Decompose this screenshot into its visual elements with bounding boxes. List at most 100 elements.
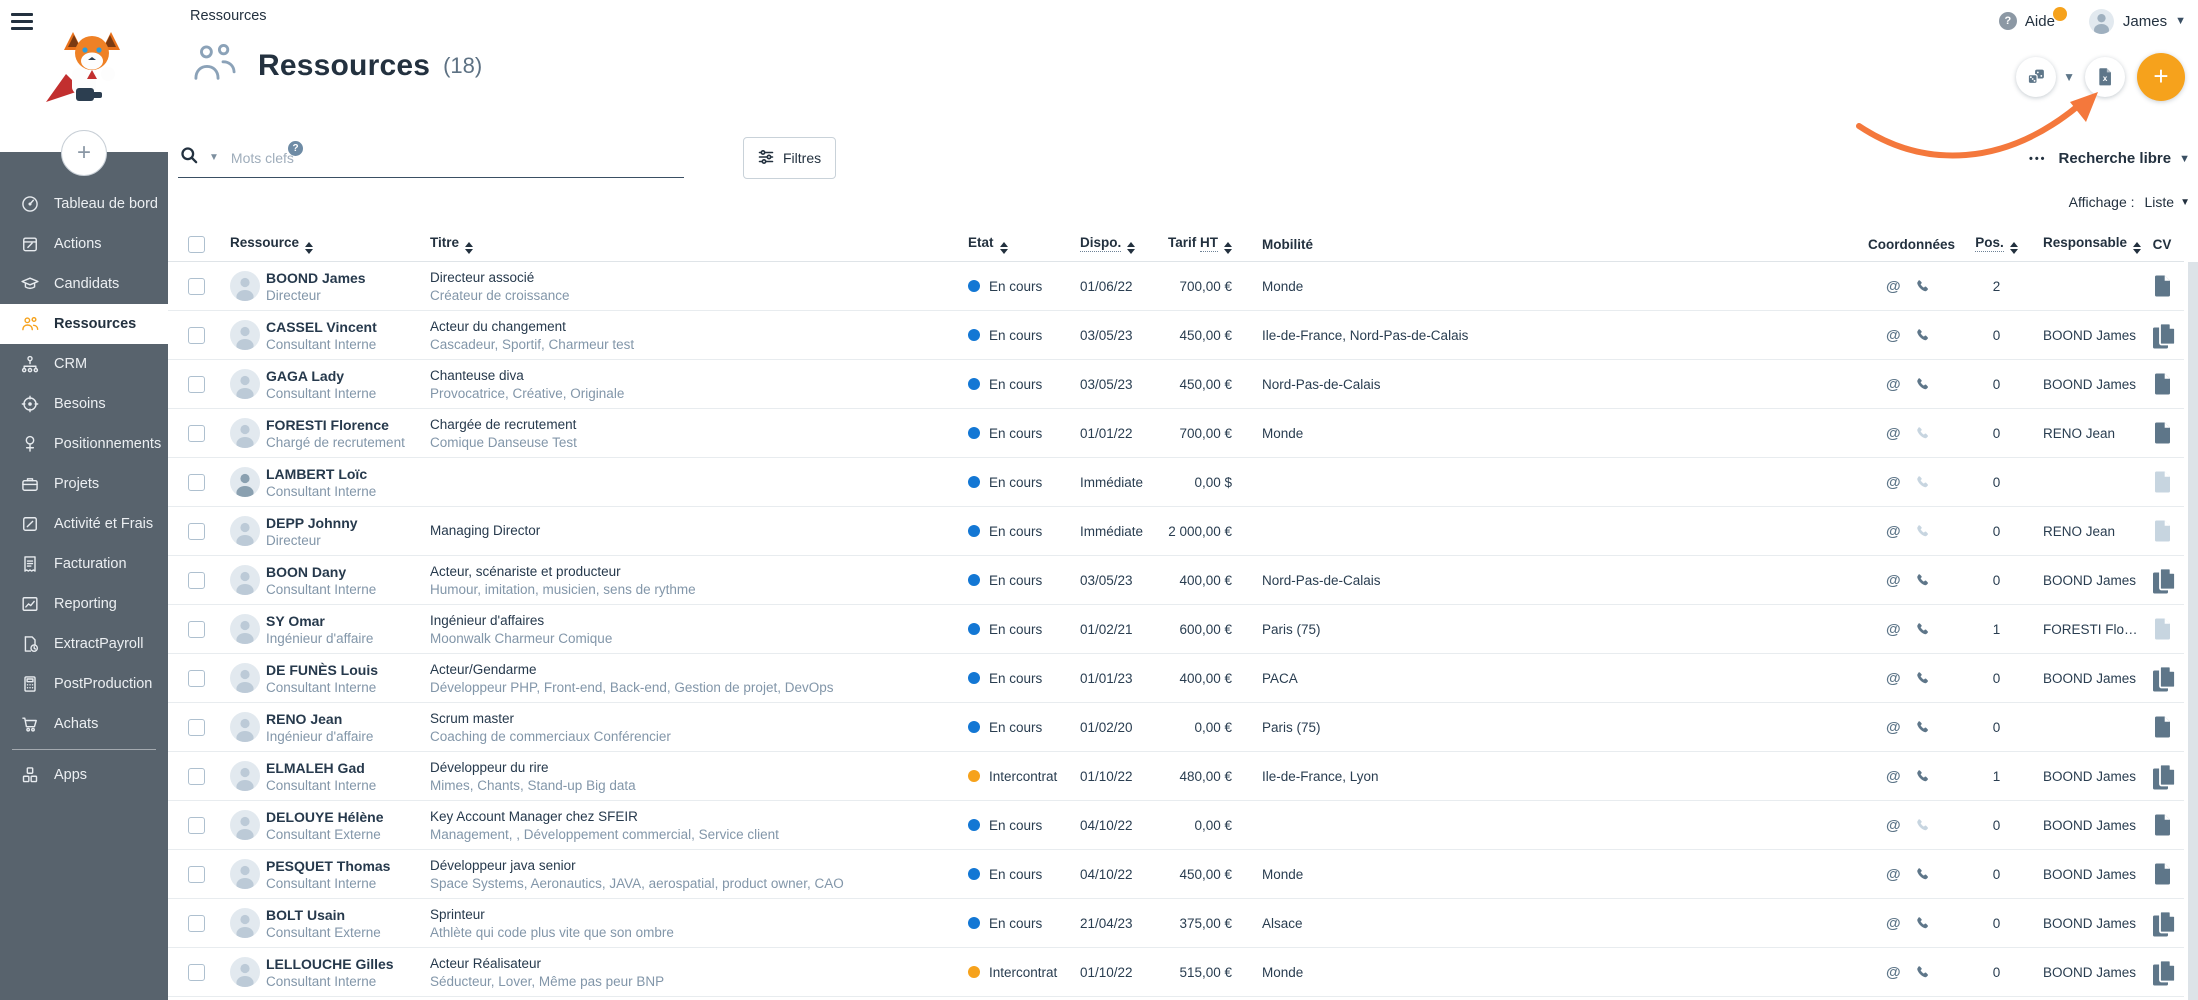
cv-document-icon[interactable] — [2151, 861, 2174, 887]
resource-name[interactable]: BOLT Usain — [266, 906, 346, 923]
cv-document-icon[interactable] — [2149, 321, 2176, 349]
resource-name[interactable]: RENO Jean — [266, 710, 343, 727]
email-icon[interactable]: @ — [1886, 865, 1901, 883]
table-row[interactable]: LAMBERT Loïc Consultant Interne En cours… — [168, 458, 2184, 507]
user-menu-caret-icon[interactable]: ▼ — [2175, 15, 2186, 27]
email-icon[interactable]: @ — [1886, 816, 1901, 834]
user-avatar[interactable] — [2088, 8, 2114, 34]
sidebar-item-ressources[interactable]: Ressources — [0, 304, 168, 344]
resource-name[interactable]: GAGA Lady — [266, 367, 345, 384]
column-header-tarif[interactable]: Tarif HT — [1150, 235, 1232, 254]
email-icon[interactable]: @ — [1886, 375, 1901, 393]
row-checkbox[interactable] — [188, 914, 205, 932]
email-icon[interactable]: @ — [1886, 326, 1901, 344]
email-icon[interactable]: @ — [1886, 620, 1901, 638]
display-caret-icon[interactable]: ▼ — [2180, 196, 2190, 208]
sidebar-item-actions[interactable]: Actions — [0, 224, 168, 264]
cv-document-icon[interactable] — [2151, 714, 2174, 740]
add-resource-button[interactable]: + — [2137, 53, 2185, 101]
phone-icon[interactable] — [1914, 866, 1931, 883]
email-icon[interactable]: @ — [1886, 473, 1901, 491]
search-scope-caret-icon[interactable]: ▼ — [209, 152, 219, 163]
column-header-pos[interactable]: Pos. — [1950, 235, 2043, 254]
row-checkbox[interactable] — [188, 767, 205, 785]
table-row[interactable]: RENO Jean Ingénieur d'affaire Scrum mast… — [168, 703, 2184, 752]
dice-button[interactable] — [2016, 57, 2057, 97]
column-header-responsable[interactable]: Responsable — [2043, 235, 2142, 254]
resource-name[interactable]: PESQUET Thomas — [266, 857, 391, 874]
resource-name[interactable]: BOOND James — [266, 269, 366, 286]
table-row[interactable]: ELMALEH Gad Consultant Interne Développe… — [168, 752, 2184, 801]
cv-document-icon[interactable] — [2151, 420, 2174, 446]
phone-icon[interactable] — [1914, 670, 1931, 687]
phone-icon[interactable] — [1914, 523, 1931, 540]
email-icon[interactable]: @ — [1886, 424, 1901, 442]
resource-name[interactable]: DE FUNÈS Louis — [266, 661, 379, 678]
email-icon[interactable]: @ — [1886, 277, 1901, 295]
column-header-titre[interactable]: Titre — [430, 235, 968, 254]
table-row[interactable]: LELLOUCHE Gilles Consultant Interne Acte… — [168, 948, 2184, 997]
table-row[interactable]: DEPP Johnny Directeur Managing Director … — [168, 507, 2184, 556]
phone-icon[interactable] — [1914, 915, 1931, 932]
resource-name[interactable]: DELOUYE Hélène — [266, 808, 384, 825]
row-checkbox[interactable] — [188, 620, 205, 638]
row-checkbox[interactable] — [188, 424, 205, 442]
row-checkbox[interactable] — [188, 571, 205, 589]
table-row[interactable]: GAGA Lady Consultant Interne Chanteuse d… — [168, 360, 2184, 409]
phone-icon[interactable] — [1914, 425, 1931, 442]
help-label[interactable]: Aide — [2024, 12, 2055, 30]
cv-document-icon[interactable] — [2149, 664, 2176, 692]
sidebar-item-reporting[interactable]: Reporting — [0, 584, 168, 624]
cv-document-icon[interactable] — [2151, 812, 2174, 838]
email-icon[interactable]: @ — [1886, 718, 1901, 736]
sidebar-item-extractpayroll[interactable]: ExtractPayroll — [0, 624, 168, 664]
vertical-scrollbar[interactable] — [2188, 262, 2198, 1000]
display-value[interactable]: Liste — [2144, 194, 2175, 210]
cv-document-icon[interactable] — [2151, 616, 2174, 642]
sidebar-item-postproduction[interactable]: PostProduction — [0, 664, 168, 704]
sidebar-item-candidats[interactable]: Candidats — [0, 264, 168, 304]
select-all-checkbox[interactable] — [188, 236, 205, 253]
export-excel-button[interactable]: x — [2085, 57, 2125, 97]
email-icon[interactable]: @ — [1886, 571, 1901, 589]
sidebar-item-achats[interactable]: Achats — [0, 704, 168, 744]
email-icon[interactable]: @ — [1886, 914, 1901, 932]
resource-name[interactable]: DEPP Johnny — [266, 514, 358, 531]
table-row[interactable]: CASSEL Vincent Consultant Interne Acteur… — [168, 311, 2184, 360]
dice-menu-caret-icon[interactable]: ▼ — [2063, 70, 2075, 84]
resource-name[interactable]: LAMBERT Loïc — [266, 465, 368, 482]
resource-name[interactable]: ELMALEH Gad — [266, 759, 365, 776]
table-row[interactable]: SY Omar Ingénieur d'affaire Ingénieur d'… — [168, 605, 2184, 654]
menu-toggle-icon[interactable] — [11, 13, 33, 30]
table-row[interactable]: DELOUYE Hélène Consultant Externe Key Ac… — [168, 801, 2184, 850]
phone-icon[interactable] — [1914, 768, 1931, 785]
row-checkbox[interactable] — [188, 375, 205, 393]
cv-document-icon[interactable] — [2151, 469, 2174, 495]
table-row[interactable]: BOLT Usain Consultant Externe Sprinteur … — [168, 899, 2184, 948]
row-checkbox[interactable] — [188, 669, 205, 687]
search-input[interactable] — [230, 149, 531, 166]
resource-name[interactable]: FORESTI Florence — [266, 416, 389, 433]
phone-icon[interactable] — [1914, 376, 1931, 393]
phone-icon[interactable] — [1914, 817, 1931, 834]
table-row[interactable]: BOOND James Directeur Directeur associé … — [168, 262, 2184, 311]
table-row[interactable]: DE FUNÈS Louis Consultant Interne Acteur… — [168, 654, 2184, 703]
free-search[interactable]: ••• Recherche libre ▼ — [2029, 150, 2190, 167]
cv-document-icon[interactable] — [2151, 273, 2174, 299]
resource-name[interactable]: LELLOUCHE Gilles — [266, 955, 394, 972]
row-checkbox[interactable] — [188, 865, 205, 883]
phone-icon[interactable] — [1914, 278, 1931, 295]
filters-button[interactable]: Filtres — [743, 137, 837, 179]
user-name[interactable]: James — [2122, 12, 2168, 30]
cv-document-icon[interactable] — [2149, 909, 2176, 937]
email-icon[interactable]: @ — [1886, 522, 1901, 540]
sidebar-item-activit-et-frais[interactable]: Activité et Frais — [0, 504, 168, 544]
phone-icon[interactable] — [1914, 964, 1931, 981]
sidebar-item-facturation[interactable]: Facturation — [0, 544, 168, 584]
search-help-icon[interactable]: ? — [288, 141, 303, 156]
cv-document-icon[interactable] — [2149, 762, 2176, 790]
table-row[interactable]: BOON Dany Consultant Interne Acteur, scé… — [168, 556, 2184, 605]
table-row[interactable]: PESQUET Thomas Consultant Interne Dévelo… — [168, 850, 2184, 899]
sidebar-add-button[interactable]: + — [61, 130, 107, 176]
free-search-caret-icon[interactable]: ▼ — [2179, 152, 2190, 165]
